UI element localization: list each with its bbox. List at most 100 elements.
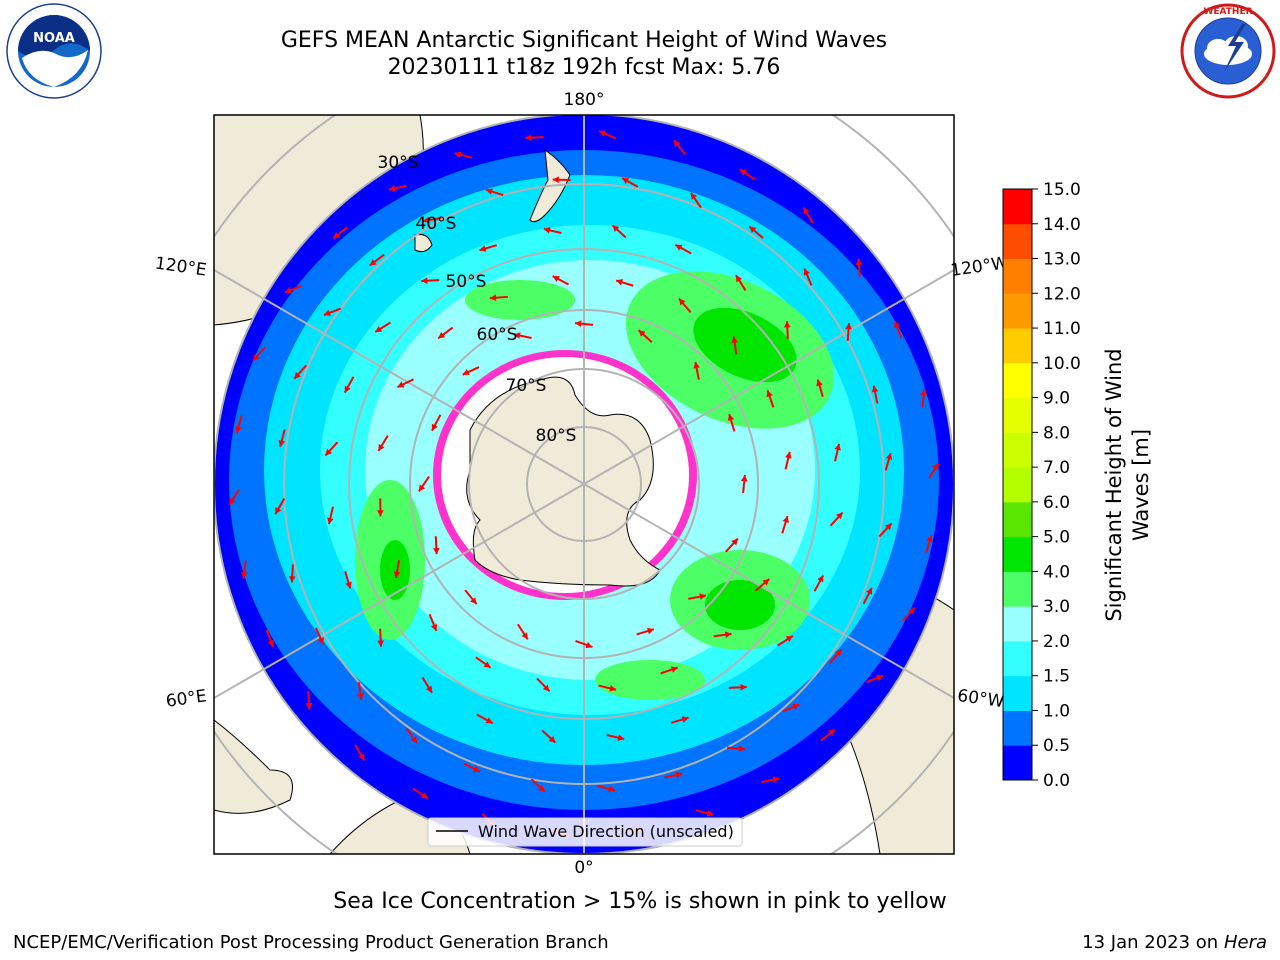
wave-direction-arrowhead <box>871 385 879 393</box>
wave-direction-arrowhead <box>397 381 405 388</box>
lon-label-0: 0° <box>574 858 593 878</box>
colorbar: 0.0 0.5 1.0 1.5 2.0 3.0 4.0 5.0 6.0 7.0 8.0 9.0 10.0… <box>1002 180 1081 791</box>
colorbar-tick-label: 13.0 <box>1043 250 1081 270</box>
colorbar-tick-label: 2.0 <box>1043 632 1070 652</box>
colorbar-tick-label: 11.0 <box>1043 319 1081 339</box>
wave-direction-arrowhead <box>727 414 735 422</box>
wave-direction-arrowhead <box>792 703 800 710</box>
wave-direction-arrowhead <box>678 298 686 306</box>
wave-direction-arrowhead <box>885 523 892 531</box>
wave-direction-arrowhead <box>731 336 738 344</box>
wave-direction-arrowhead <box>432 547 440 555</box>
colorbar-segment <box>1003 467 1032 503</box>
wave-direction-arrowhead <box>893 321 901 329</box>
colorbar-tick-label: 0.0 <box>1043 771 1070 791</box>
wave-direction-arrowhead <box>803 207 810 215</box>
colorbar-segment <box>1003 536 1032 572</box>
wave-direction-arrowhead <box>845 322 852 330</box>
wave-direction-arrowhead <box>479 245 487 252</box>
wave-direction-arrowhead <box>275 507 282 515</box>
lat-label-80s: 80°S <box>536 426 577 446</box>
colorbar-segment <box>1003 606 1032 642</box>
wave-direction-arrowhead <box>608 785 615 793</box>
wave-direction-arrowhead <box>609 685 617 692</box>
lat-label-70s: 70°S <box>506 376 547 396</box>
wave-direction-arrowhead <box>229 497 236 505</box>
wave-direction-arrowhead <box>521 632 528 640</box>
footer-left: NCEP/EMC/Verification Post Processing Pr… <box>13 932 609 953</box>
wave-direction-arrowhead <box>885 453 893 460</box>
caption: Sea Ice Concentration > 15% is shown in … <box>333 889 947 914</box>
noaa-logo-text: NOAA <box>33 31 75 46</box>
wave-direction-arrowhead <box>325 448 332 456</box>
colorbar-segment <box>1003 258 1032 294</box>
wave-direction-arrowhead <box>681 716 689 723</box>
wave-direction-arrowhead <box>699 593 706 600</box>
wave-direction-arrowhead <box>785 451 792 459</box>
wave-direction-arrowhead <box>425 685 433 693</box>
colorbar-tick-label: 1.0 <box>1043 701 1070 721</box>
wave-direction-arrowhead <box>735 275 743 283</box>
lat-label-50s: 50°S <box>446 272 487 292</box>
colorbar-segment <box>1003 745 1032 781</box>
wave-direction-arrowhead <box>772 776 780 783</box>
wave-direction-arrowhead <box>803 268 810 276</box>
wave-direction-arrowhead <box>317 637 324 645</box>
wave-direction-arrowhead <box>421 792 429 799</box>
map-legend: Wind Wave Direction (unscaled) <box>427 817 743 847</box>
wave-direction-arrowhead <box>835 649 842 657</box>
wave-direction-arrowhead <box>489 294 497 302</box>
colorbar-segment <box>1003 675 1032 711</box>
colorbar-tick-label: 9.0 <box>1043 389 1070 409</box>
colorbar-segment <box>1003 432 1032 468</box>
wave-direction-arrowhead <box>622 178 630 185</box>
colorbar-segment <box>1003 223 1032 260</box>
colorbar-segment <box>1003 397 1032 433</box>
wave-direction-arrowhead <box>253 353 260 361</box>
wave-direction-arrowhead <box>462 369 470 376</box>
wave-direction-arrowhead <box>908 607 915 615</box>
wave-direction-arrowhead <box>675 771 683 779</box>
wave-direction-arrowhead <box>418 484 426 492</box>
wave-direction-arrowhead <box>284 287 292 294</box>
lat-label-60s: 60°S <box>477 325 518 345</box>
wave-direction-arrowhead <box>393 571 401 579</box>
wave-direction-arrowhead <box>585 641 593 649</box>
wave-direction-arrowhead <box>323 309 331 316</box>
colorbar-tick-label: 15.0 <box>1043 180 1081 200</box>
wave-direction-arrowhead <box>706 809 714 817</box>
wave-direction-arrowhead <box>345 581 352 589</box>
wave-direction-arrowhead <box>513 332 521 339</box>
wave-direction-arrowhead <box>740 683 747 691</box>
wave-direction-arrowhead <box>739 169 747 176</box>
colorbar-tick-label: 7.0 <box>1043 458 1070 478</box>
wave-direction-arrowhead <box>378 443 385 451</box>
wave-direction-arrowhead <box>377 640 385 647</box>
wave-direction-arrowhead <box>817 575 824 583</box>
wave-direction-arrowhead <box>241 572 248 579</box>
lon-label-180: 180° <box>564 90 605 110</box>
wave-direction-arrowhead <box>766 390 773 398</box>
colorbar-tick-label: 3.0 <box>1043 597 1070 617</box>
colorbar-border <box>1002 188 1033 781</box>
wave-direction-arrowhead <box>358 753 365 761</box>
wave-direction-arrowhead <box>421 277 428 285</box>
wave-direction-arrowhead <box>673 140 681 148</box>
lon-label-120w: 120°W <box>949 253 1009 281</box>
wave-direction-arrowhead <box>827 729 835 736</box>
colorbar-tick-label: 0.5 <box>1043 736 1070 756</box>
wave-direction-arrowhead <box>552 176 559 184</box>
lat-label-30s: 30°S <box>378 153 419 173</box>
wave-direction-arrowhead <box>430 623 438 631</box>
wave-direction-arrowhead <box>344 385 351 393</box>
wave-direction-arrowhead <box>485 188 493 195</box>
wave-direction-arrowhead <box>599 130 607 137</box>
wave-direction-arrowhead <box>866 587 873 595</box>
colorbar-segment <box>1003 328 1032 364</box>
wave-direction-arrowhead <box>785 635 793 643</box>
map-frame <box>213 114 955 855</box>
footer-right: 13 Jan 2023 on Hera <box>1082 932 1267 953</box>
colorbar-tick-label: 8.0 <box>1043 423 1070 443</box>
wave-direction-arrowhead <box>855 258 863 266</box>
